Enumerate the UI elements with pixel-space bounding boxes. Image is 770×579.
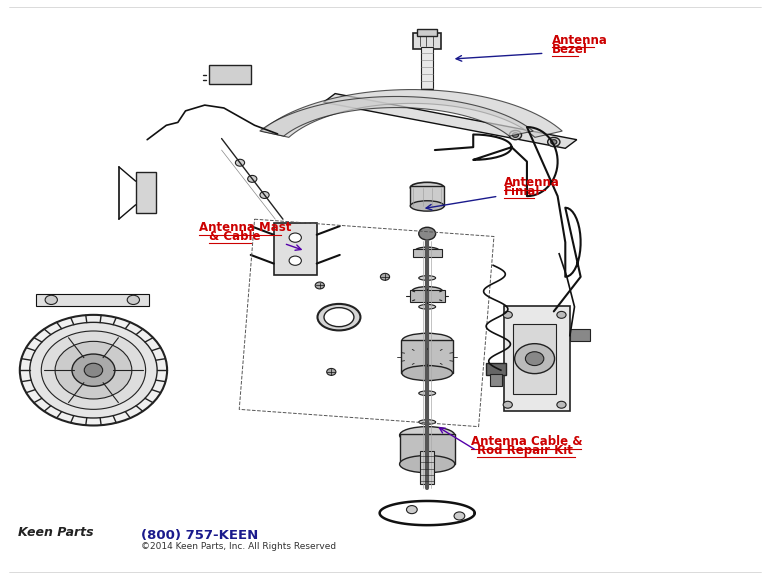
Bar	[513, 324, 556, 394]
Bar	[274, 223, 316, 275]
Bar	[420, 451, 434, 484]
Ellipse shape	[419, 276, 436, 280]
Text: Bezel: Bezel	[552, 42, 588, 56]
Bar	[413, 248, 442, 256]
Text: (800) 757-KEEN: (800) 757-KEEN	[141, 529, 258, 542]
Circle shape	[551, 140, 557, 144]
Circle shape	[503, 401, 512, 408]
Ellipse shape	[324, 307, 354, 327]
Circle shape	[509, 130, 521, 140]
Circle shape	[289, 233, 301, 242]
Bar	[410, 290, 445, 302]
Text: Antenna Cable &: Antenna Cable &	[471, 435, 582, 448]
Circle shape	[512, 133, 518, 137]
Polygon shape	[262, 90, 562, 137]
Circle shape	[20, 315, 167, 426]
Circle shape	[289, 256, 301, 265]
Ellipse shape	[419, 420, 436, 424]
Text: Antenna: Antenna	[552, 34, 608, 47]
Ellipse shape	[410, 201, 444, 211]
Ellipse shape	[402, 365, 453, 380]
Bar	[401, 340, 454, 373]
Circle shape	[503, 312, 512, 318]
Circle shape	[380, 273, 390, 280]
Circle shape	[84, 363, 102, 377]
Circle shape	[514, 344, 554, 373]
Bar	[570, 329, 590, 342]
Text: Finial: Finial	[504, 185, 541, 198]
Ellipse shape	[400, 427, 455, 444]
Bar	[487, 362, 506, 375]
Circle shape	[30, 323, 157, 418]
Circle shape	[315, 282, 324, 289]
Circle shape	[45, 295, 58, 305]
Ellipse shape	[412, 287, 443, 296]
Text: Antenna Mast: Antenna Mast	[199, 221, 292, 234]
Bar	[410, 186, 444, 206]
Ellipse shape	[419, 305, 436, 309]
Ellipse shape	[419, 449, 436, 453]
Text: ©2014 Keen Parts, Inc. All Rights Reserved: ©2014 Keen Parts, Inc. All Rights Reserv…	[141, 542, 336, 551]
Circle shape	[127, 295, 139, 305]
Polygon shape	[323, 94, 577, 148]
Bar	[209, 65, 251, 84]
Circle shape	[547, 137, 560, 146]
Circle shape	[407, 505, 417, 514]
Ellipse shape	[419, 334, 436, 338]
Circle shape	[454, 512, 465, 520]
Text: Keen Parts: Keen Parts	[18, 526, 94, 539]
Ellipse shape	[419, 391, 436, 395]
Circle shape	[326, 368, 336, 375]
Bar	[400, 434, 455, 464]
Circle shape	[248, 175, 257, 182]
Circle shape	[236, 159, 245, 166]
Ellipse shape	[410, 182, 444, 193]
Circle shape	[42, 331, 146, 409]
Circle shape	[260, 192, 269, 199]
Circle shape	[525, 351, 544, 365]
Ellipse shape	[400, 456, 455, 472]
Bar	[504, 306, 570, 411]
Circle shape	[55, 342, 132, 399]
Circle shape	[72, 354, 115, 386]
Ellipse shape	[402, 334, 453, 349]
Circle shape	[557, 312, 566, 318]
Bar	[421, 47, 434, 89]
Bar	[490, 374, 502, 386]
Circle shape	[557, 401, 566, 408]
Bar	[413, 32, 441, 49]
Text: Rod Repair Kit: Rod Repair Kit	[477, 444, 573, 457]
Ellipse shape	[317, 304, 360, 331]
Bar	[417, 29, 437, 36]
Ellipse shape	[419, 362, 436, 367]
Text: & Cable: & Cable	[209, 230, 260, 243]
Bar	[136, 172, 156, 214]
Polygon shape	[36, 294, 149, 306]
Text: Antenna: Antenna	[504, 176, 560, 189]
Polygon shape	[259, 97, 534, 136]
Ellipse shape	[415, 247, 440, 255]
Circle shape	[419, 228, 436, 240]
